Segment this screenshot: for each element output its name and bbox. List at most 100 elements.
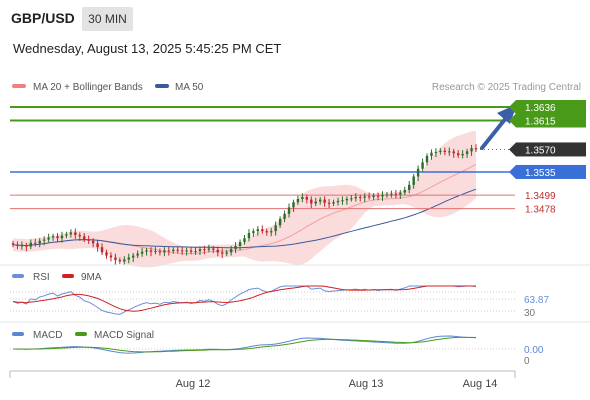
candle-body (149, 250, 153, 252)
candle-body (474, 148, 478, 150)
candle-body (60, 235, 64, 239)
candle-body (203, 249, 206, 251)
candle-body (287, 207, 291, 214)
candle-body (399, 192, 402, 195)
candle-body (20, 245, 24, 247)
candle-body (256, 229, 260, 232)
candle-body (212, 248, 215, 250)
symbol-title: GBP/USD (11, 10, 75, 26)
level-label-pointer (509, 142, 516, 157)
candle-body (221, 252, 224, 254)
candle-body (78, 234, 82, 237)
level-label-text: 1.3499 (525, 191, 556, 202)
candle-body (332, 202, 335, 204)
main-legend: MA 20 + Bollinger Bands MA 50 Research ©… (12, 82, 581, 93)
arrow-shaft (480, 116, 508, 150)
candle-body (265, 231, 268, 233)
candle-body (314, 201, 317, 204)
level-label-text: 1.3615 (525, 117, 556, 128)
candle-body (310, 199, 313, 204)
candle-body (96, 243, 99, 248)
rsi-ma-legend-label: 9MA (81, 272, 102, 283)
candle-body (42, 239, 46, 241)
candlesticks (11, 144, 478, 265)
candle-body (25, 245, 28, 247)
candle-body (105, 252, 108, 256)
candle-body (416, 168, 420, 177)
candle-body (283, 213, 286, 219)
rsi-ma-legend-swatch (62, 274, 74, 278)
candle-body (123, 259, 126, 262)
x-tick-label: Aug 12 (176, 378, 211, 390)
rsi-ma-line (12, 285, 476, 312)
candle-body (301, 197, 304, 199)
rsi-legend-label: RSI (33, 272, 50, 283)
candle-body (372, 195, 375, 198)
candle-body (336, 200, 340, 203)
level-label-box (516, 164, 586, 179)
candle-body (247, 233, 251, 239)
candle-body (180, 250, 184, 252)
candle-body (91, 240, 95, 244)
x-tick-label: Aug 14 (463, 378, 498, 390)
x-axis: Aug 12 Aug 13 Aug 14 (9, 370, 516, 390)
candle-body (359, 197, 362, 199)
level-label-box (516, 113, 586, 128)
macd-signal-legend-swatch (75, 332, 87, 336)
candle-body (140, 251, 144, 254)
macd-legend-label: MACD (33, 330, 62, 341)
level-label-text: 1.3570 (525, 145, 556, 156)
candle-body (69, 232, 73, 235)
candle-body (465, 151, 469, 154)
level-lines (10, 106, 515, 210)
candle-body (194, 251, 197, 253)
candle-body (390, 193, 393, 195)
ma20-legend-label: MA 20 + Bollinger Bands (33, 82, 143, 93)
chart-datetime: Wednesday, August 13, 2025 5:45:25 PM CE… (13, 41, 282, 56)
candle-body (350, 198, 353, 200)
timeframe-button[interactable]: 30 MIN (82, 7, 133, 31)
bollinger-band (13, 130, 476, 268)
candle-body (345, 198, 349, 201)
candle-body (11, 243, 15, 245)
macd-signal-line (13, 336, 477, 353)
candle-body (47, 237, 50, 240)
candle-body (363, 196, 366, 198)
candle-body (421, 162, 424, 169)
ma50-line (12, 188, 477, 249)
candle-body (100, 247, 104, 253)
candle-body (158, 251, 162, 253)
level-label-text: 1.3636 (525, 103, 556, 114)
x-tick-label: Aug 13 (349, 378, 384, 390)
candle-body (207, 248, 211, 250)
candle-body (198, 249, 202, 252)
level-label-box (516, 142, 586, 157)
candle-body (34, 242, 37, 244)
candle-body (167, 250, 171, 252)
candle-body (83, 236, 86, 240)
candle-body (341, 200, 344, 202)
candle-body (456, 153, 460, 156)
target-arrow (480, 104, 517, 150)
candle-body (127, 257, 130, 260)
rsi-lower-label: 30 (524, 308, 536, 319)
candle-body (327, 202, 331, 204)
candle-body (29, 242, 33, 247)
candle-body (407, 184, 411, 190)
candle-body (252, 231, 255, 234)
macd-line (12, 335, 477, 354)
candle-body (269, 231, 273, 233)
candle-body (292, 202, 295, 208)
level-labels: 1.3636 1.3615 1.3570 1.3535 1.3499 1.3478 (509, 100, 586, 216)
candle-body (452, 151, 455, 154)
candle-body (136, 253, 139, 256)
candle-body (114, 257, 117, 261)
candle-body (448, 151, 451, 153)
candle-body (238, 242, 242, 246)
candle-body (154, 251, 157, 253)
level-label-text: 1.3535 (525, 168, 556, 179)
candle-body (394, 193, 398, 195)
macd-legend-swatch (12, 332, 24, 336)
level-label-pointer (509, 100, 516, 115)
